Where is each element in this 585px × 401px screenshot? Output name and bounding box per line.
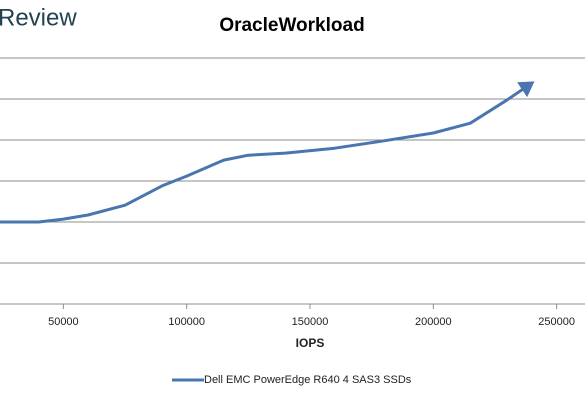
x-tick-label: 100000 xyxy=(168,316,205,328)
x-tick-label: 250000 xyxy=(538,316,575,328)
x-tick-label: 50000 xyxy=(48,316,79,328)
line-series xyxy=(0,81,535,224)
x-axis-label: IOPS xyxy=(296,336,325,350)
chart-title: OracleWorkload xyxy=(219,15,364,36)
x-tick-label: 150000 xyxy=(292,316,329,328)
logo-text: Review xyxy=(0,4,77,31)
x-tick-label: 200000 xyxy=(415,316,452,328)
legend-label: Dell EMC PowerEdge R640 4 SAS3 SSDs xyxy=(204,374,412,386)
